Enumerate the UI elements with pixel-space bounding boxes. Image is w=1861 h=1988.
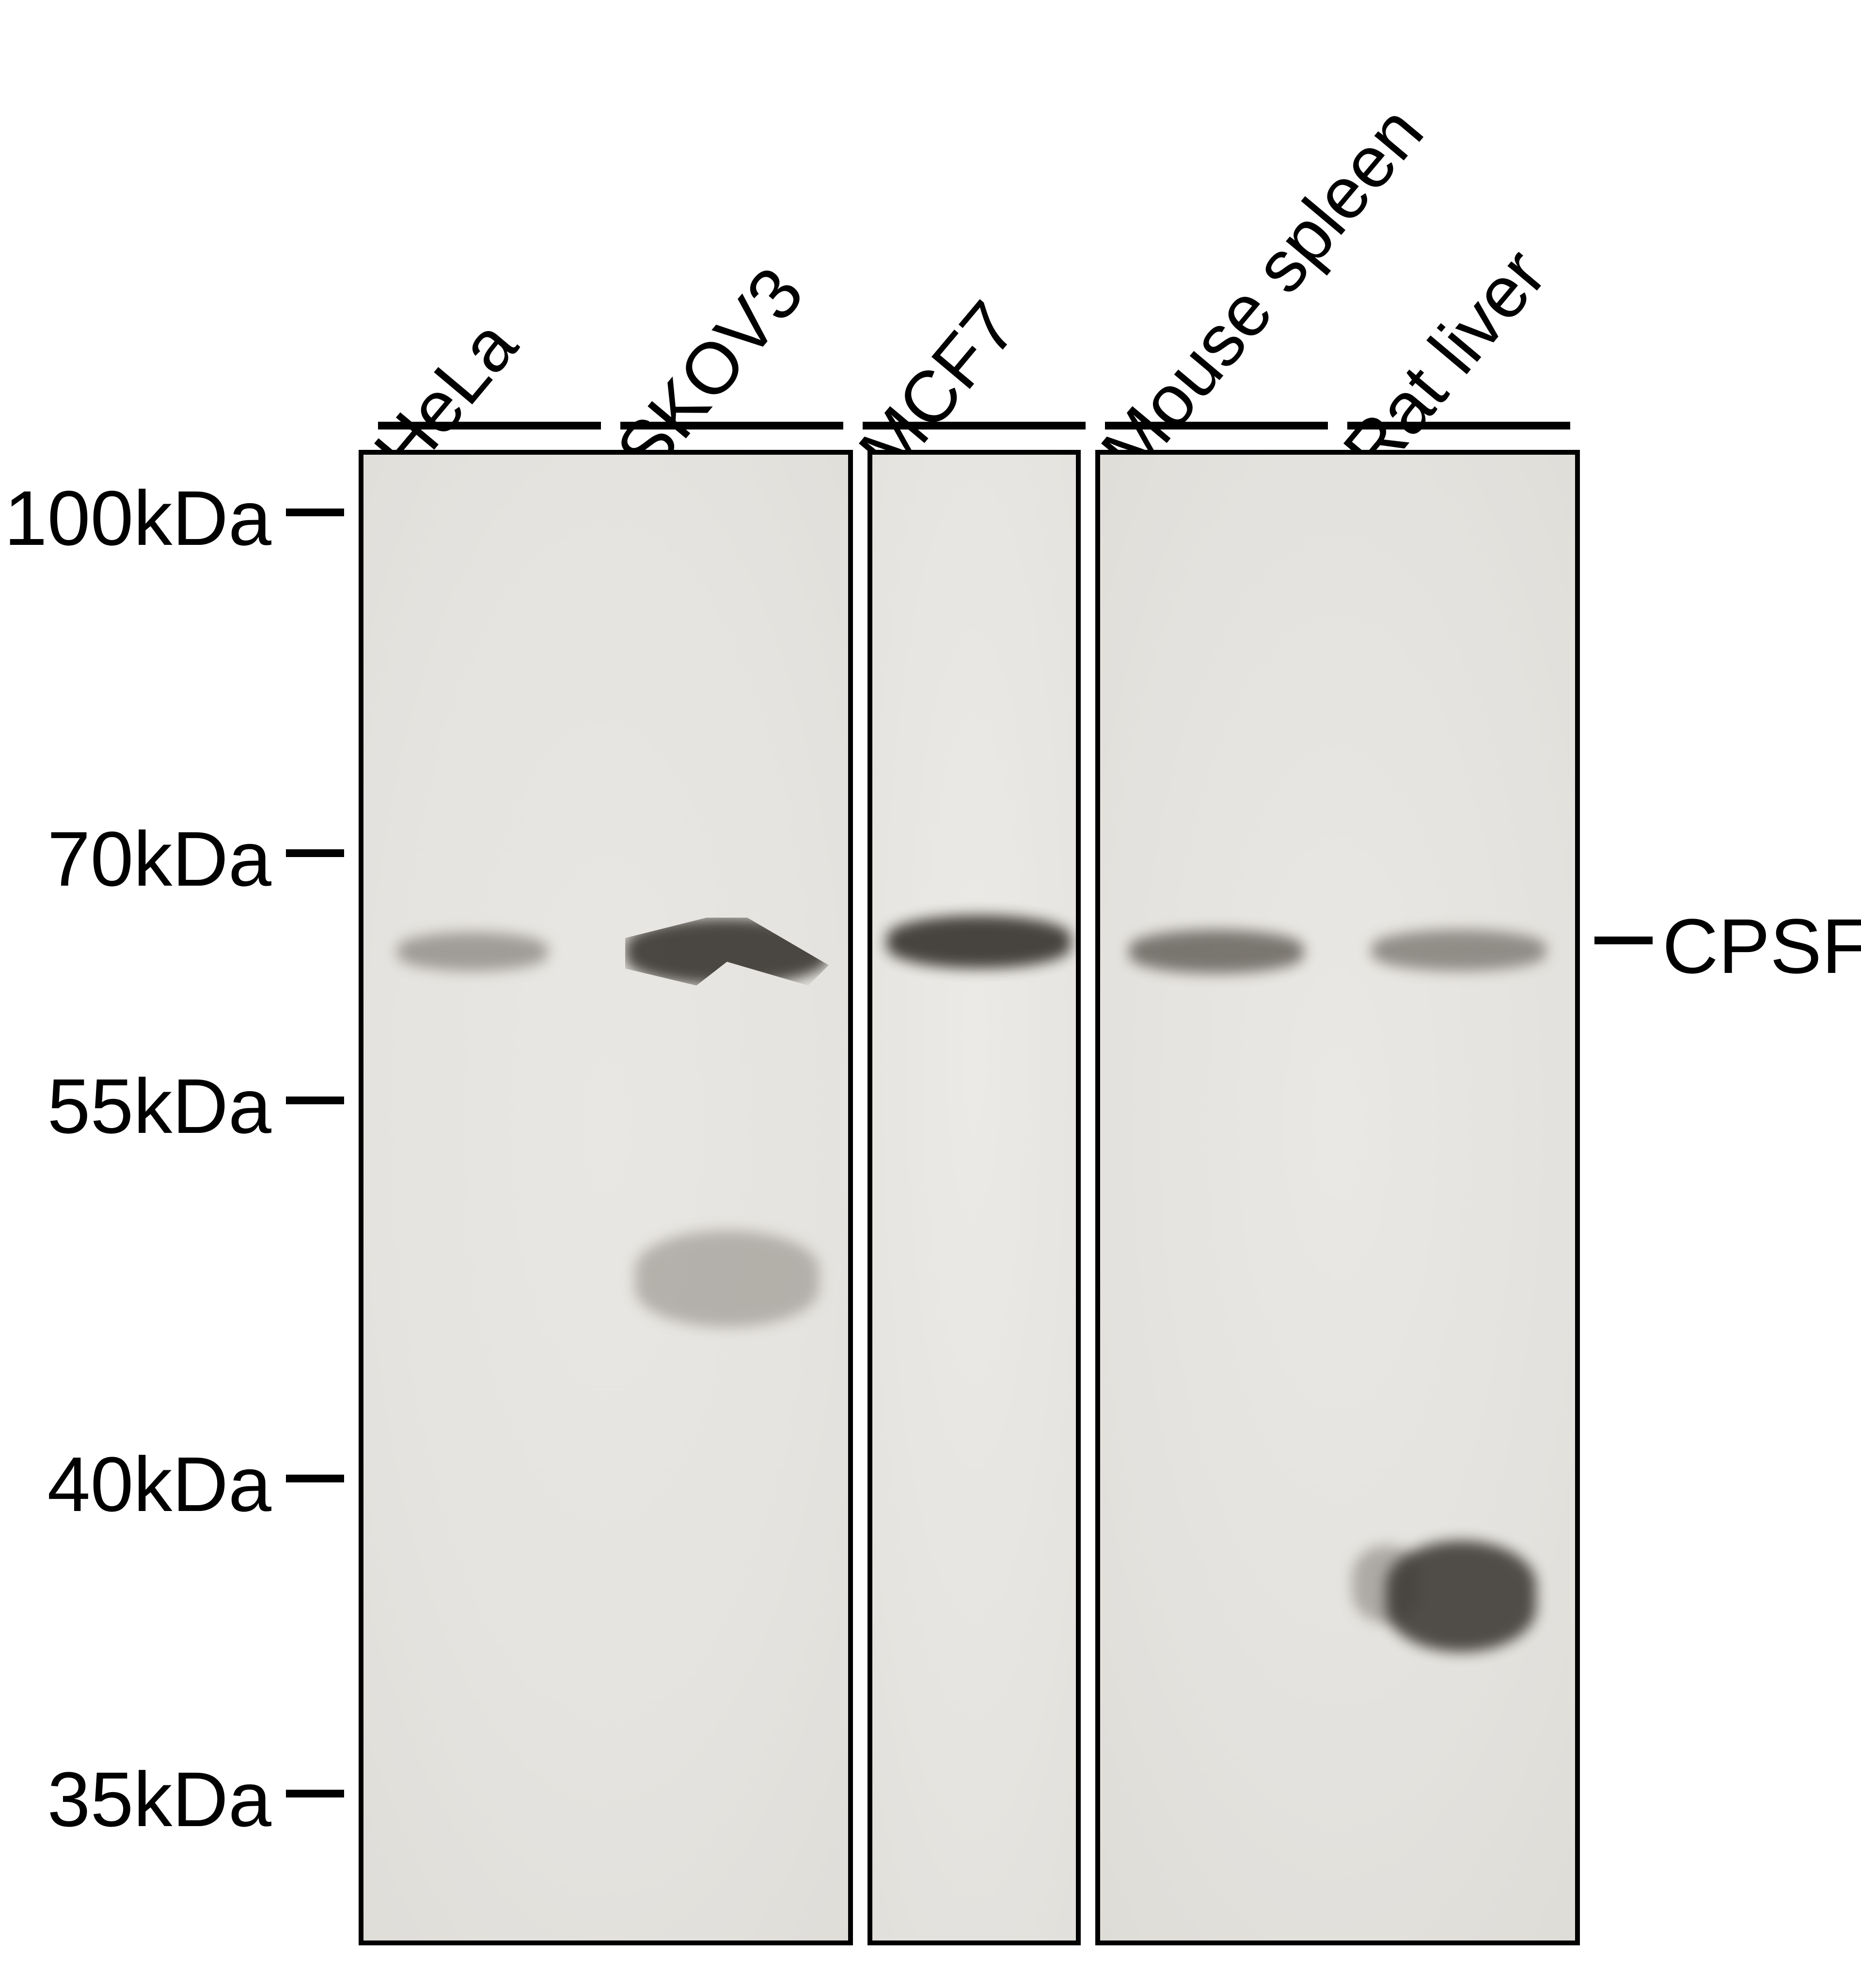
mw-label-35: 35kDa [47,1755,272,1844]
mw-tick [286,849,344,857]
blot-background [363,455,848,1940]
protein-tick [1594,937,1653,944]
band-rat-liver-low [1386,1541,1536,1652]
blot-panel-3 [1095,450,1580,1945]
blot-panel-1 [359,450,853,1945]
mw-label-100: 100kDa [4,474,271,563]
blot-background [1100,455,1575,1940]
band-mouse-spleen-main [1129,930,1304,973]
mw-tick [286,509,344,516]
blot-panel-2 [867,450,1081,1945]
mw-tick [286,1475,344,1482]
protein-label-cpsf3l: CPSF3L [1662,902,1861,991]
western-blot-figure: HeLa SKOV3 MCF7 Mouse spleen Rat liver 1… [0,0,1861,1988]
lane-underline [1105,422,1328,429]
band-skov3-lower [635,1230,819,1327]
lane-underline [1347,422,1570,429]
lane-underline [620,422,843,429]
mw-label-70: 70kDa [47,814,272,904]
band-hela-main [397,932,548,971]
mw-label-40: 40kDa [47,1440,272,1529]
band-mcf7-main [887,915,1071,969]
lane-underline [378,422,601,429]
band-rat-liver-main [1372,930,1546,971]
mw-label-55: 55kDa [47,1062,272,1151]
blot-background [872,455,1076,1940]
mw-tick [286,1097,344,1104]
mw-tick [286,1790,344,1797]
lane-underline [863,422,1086,429]
